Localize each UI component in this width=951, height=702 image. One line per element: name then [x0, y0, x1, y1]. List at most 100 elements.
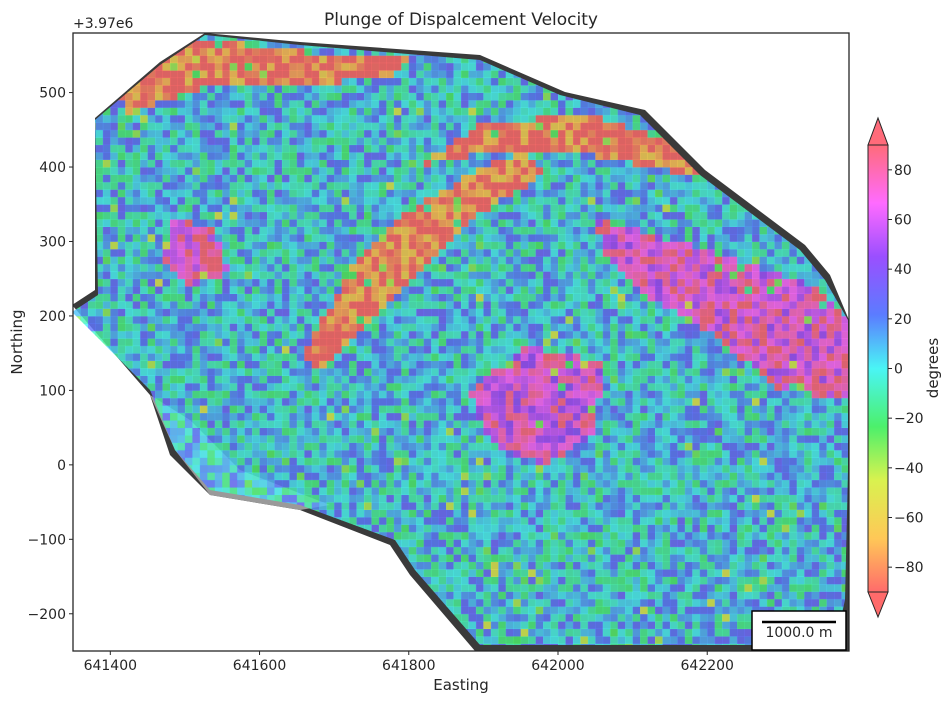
velocity-cell	[378, 248, 387, 257]
velocity-cell	[468, 502, 477, 510]
velocity-cell	[468, 390, 477, 399]
velocity-cell	[311, 278, 320, 287]
velocity-cell	[326, 397, 335, 406]
velocity-cell	[513, 435, 522, 443]
velocity-cell	[498, 420, 507, 429]
velocity-cell	[237, 420, 246, 429]
velocity-cell	[423, 114, 432, 123]
velocity-cell	[505, 241, 514, 250]
velocity-cell	[341, 472, 350, 481]
velocity-cell	[281, 479, 290, 488]
velocity-cell	[371, 278, 380, 287]
velocity-cell	[326, 159, 335, 168]
velocity-cell	[461, 390, 469, 399]
velocity-cell	[416, 323, 425, 332]
velocity-cell	[289, 390, 298, 399]
velocity-cell	[281, 181, 290, 190]
velocity-cell	[453, 293, 462, 302]
velocity-cell	[184, 241, 193, 250]
velocity-cell	[334, 159, 343, 168]
velocity-cell	[475, 159, 484, 168]
velocity-cell	[162, 196, 171, 205]
velocity-cell	[431, 100, 440, 108]
velocity-cell	[132, 159, 141, 168]
velocity-cell	[214, 427, 223, 436]
velocity-cell	[498, 502, 507, 510]
velocity-cell	[95, 263, 104, 272]
velocity-cell	[356, 100, 365, 108]
velocity-cell	[431, 442, 440, 451]
velocity-cell	[184, 330, 193, 339]
velocity-cell	[192, 55, 201, 64]
velocity-cell	[341, 382, 350, 391]
velocity-cell	[132, 315, 141, 324]
velocity-cell	[244, 62, 253, 71]
velocity-cell	[162, 278, 171, 287]
velocity-cell	[125, 144, 134, 153]
velocity-cell	[289, 427, 298, 436]
velocity-cell	[304, 330, 313, 339]
velocity-cell	[326, 62, 335, 71]
velocity-cell	[453, 137, 462, 146]
velocity-cell	[378, 509, 387, 518]
velocity-cell	[490, 77, 499, 86]
velocity-cell	[259, 293, 268, 302]
velocity-cell	[446, 539, 454, 548]
velocity-cell	[453, 226, 462, 235]
velocity-cell	[95, 241, 104, 250]
velocity-cell	[423, 405, 432, 414]
velocity-cell	[371, 382, 380, 391]
velocity-cell	[431, 554, 440, 563]
velocity-cell	[162, 70, 171, 79]
velocity-cell	[184, 338, 193, 347]
velocity-cell	[184, 234, 193, 242]
velocity-cell	[192, 85, 201, 93]
velocity-cell	[438, 405, 447, 414]
velocity-cell	[423, 502, 432, 510]
velocity-cell	[453, 494, 462, 503]
velocity-cell	[267, 129, 275, 138]
velocity-cell	[431, 137, 440, 146]
velocity-cell	[364, 420, 372, 429]
velocity-cell	[461, 502, 469, 510]
velocity-cell	[438, 516, 447, 525]
velocity-cell	[483, 360, 492, 369]
velocity-cell	[498, 159, 507, 168]
velocity-cell	[513, 442, 522, 451]
velocity-cell	[393, 271, 402, 280]
velocity-cell	[468, 531, 477, 540]
velocity-cell	[311, 107, 320, 116]
velocity-cell	[483, 636, 492, 644]
velocity-cell	[326, 107, 335, 116]
velocity-cell	[356, 70, 365, 79]
velocity-cell	[386, 77, 395, 86]
velocity-cell	[95, 293, 104, 302]
velocity-cell	[341, 390, 350, 399]
velocity-cell	[289, 204, 298, 213]
velocity-cell	[393, 353, 402, 362]
velocity-cell	[416, 189, 425, 198]
velocity-cell	[401, 435, 410, 443]
velocity-cell	[513, 308, 522, 317]
velocity-cell	[453, 234, 462, 242]
velocity-cell	[326, 92, 335, 101]
velocity-cell	[423, 256, 432, 265]
velocity-cell	[229, 412, 238, 421]
velocity-cell	[498, 360, 507, 369]
velocity-cell	[438, 531, 447, 540]
velocity-cell	[341, 502, 350, 510]
velocity-cell	[214, 100, 223, 108]
velocity-cell	[326, 152, 335, 160]
velocity-cell	[132, 196, 141, 205]
velocity-cell	[259, 219, 268, 227]
velocity-cell	[274, 85, 283, 93]
velocity-cell	[475, 397, 484, 406]
velocity-cell	[453, 167, 462, 175]
velocity-cell	[475, 62, 484, 71]
velocity-cell	[349, 464, 357, 473]
velocity-cell	[274, 196, 283, 205]
velocity-cell	[513, 405, 522, 414]
velocity-cell	[237, 211, 246, 220]
velocity-cell	[237, 159, 246, 168]
velocity-cell	[416, 226, 425, 235]
